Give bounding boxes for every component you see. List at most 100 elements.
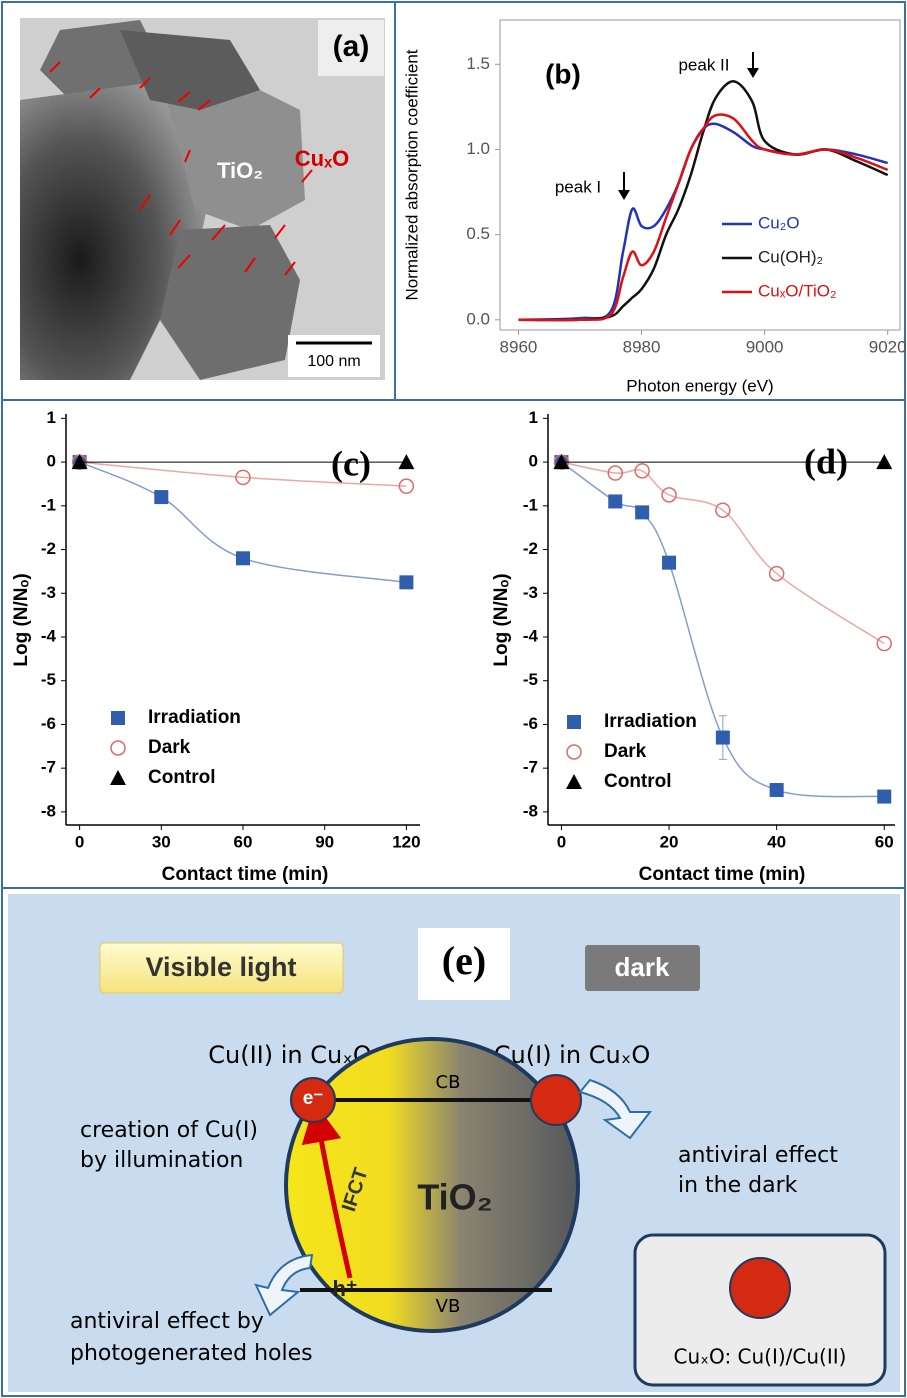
legend-label: CuₓO/TiO₂ bbox=[758, 281, 837, 300]
annotation: peak I bbox=[555, 177, 601, 196]
page: { "panel_a": {"label": "(a)", "particle_… bbox=[0, 0, 907, 1398]
antiviral-holes-line: photogenerated holes bbox=[70, 1341, 313, 1366]
x-tick-label: 60 bbox=[234, 832, 253, 851]
legend-marker bbox=[111, 741, 125, 755]
x-axis-label: Contact time (min) bbox=[162, 864, 329, 885]
y-axis-label: Normalized absorption coefficient bbox=[402, 49, 421, 300]
legend-label: Dark bbox=[604, 741, 647, 762]
marker bbox=[154, 490, 168, 504]
cb-label: CB bbox=[436, 1072, 461, 1093]
legend-marker bbox=[110, 770, 126, 785]
y-tick-label: -6 bbox=[523, 714, 538, 733]
y-tick-label: 1.0 bbox=[466, 139, 490, 158]
figure: (a) CuₓO TiO₂ 100 nm 0.0 0.5 1.0 1.5 8960 898… bbox=[0, 0, 907, 1398]
chart: 10-1-2-3-4-5-6-7-80204060Contact time (m… bbox=[491, 408, 895, 885]
peak-arrowhead bbox=[747, 68, 759, 78]
y-tick-label: 0 bbox=[529, 452, 538, 471]
legend-marker bbox=[567, 745, 581, 759]
legend-label: Control bbox=[148, 767, 216, 788]
y-tick-label: 0.0 bbox=[466, 309, 490, 328]
matrix-label: TiO₂ bbox=[217, 158, 263, 183]
legend-label: Dark bbox=[148, 737, 191, 758]
legend-label: CuₓO: Cu(I)/Cu(II) bbox=[674, 1345, 847, 1369]
y-tick-label: -2 bbox=[523, 539, 538, 558]
legend-label: Irradiation bbox=[604, 711, 697, 732]
y-tick-label: -1 bbox=[523, 495, 538, 514]
chart: 0.0 0.5 1.0 1.5 8960 8980 9000 9020 Photon energ… bbox=[402, 20, 906, 395]
x-tick-label: 20 bbox=[660, 832, 679, 851]
y-tick-label: 1 bbox=[529, 408, 538, 427]
legend-marker bbox=[111, 711, 125, 725]
y-tick-label: 0.5 bbox=[466, 224, 490, 243]
creation-line: creation of Cu(I) bbox=[80, 1118, 258, 1143]
legend-marker bbox=[566, 774, 582, 789]
marker bbox=[770, 783, 784, 797]
y-tick-label: -4 bbox=[523, 626, 539, 645]
x-axis-label: Contact time (min) bbox=[639, 864, 806, 885]
hole: h⁺ bbox=[332, 1276, 357, 1301]
y-tick-label: -4 bbox=[41, 626, 57, 645]
y-tick-label: 1 bbox=[47, 408, 56, 427]
fit-line bbox=[561, 462, 884, 643]
x-tick-label: 8980 bbox=[623, 337, 661, 356]
marker bbox=[635, 505, 649, 519]
scheme: Visible light (e) dark Cu(II) in CuₓO Cu… bbox=[8, 894, 900, 1392]
y-tick-label: -3 bbox=[41, 583, 56, 602]
marker bbox=[662, 556, 676, 570]
panel-label: (e) bbox=[442, 938, 486, 983]
visible-light: Visible light bbox=[145, 952, 296, 982]
y-tick-label: -7 bbox=[523, 758, 538, 777]
panel-label: (b) bbox=[545, 58, 581, 89]
y-tick-label: -8 bbox=[523, 801, 538, 820]
x-tick-label: 60 bbox=[875, 832, 894, 851]
legend-label: Cu(OH)₂ bbox=[758, 247, 823, 266]
panel-label: (c) bbox=[331, 443, 371, 483]
scale-label: 100 nm bbox=[307, 353, 360, 370]
y-tick-label: -3 bbox=[523, 583, 538, 602]
y-axis-label: Log (N/Nₒ) bbox=[491, 573, 512, 666]
legend-particle bbox=[730, 1258, 790, 1318]
marker bbox=[608, 494, 622, 508]
x-axis-label: Photon energy (eV) bbox=[626, 376, 773, 395]
y-tick-label: -1 bbox=[41, 495, 56, 514]
panel-label: (a) bbox=[333, 30, 370, 63]
legend-marker bbox=[567, 715, 581, 729]
x-tick-label: 0 bbox=[557, 832, 566, 851]
marker bbox=[877, 790, 891, 804]
creation-line: by illumination bbox=[80, 1148, 243, 1173]
x-tick-label: 0 bbox=[75, 832, 84, 851]
electron: e⁻ bbox=[303, 1088, 324, 1109]
x-tick-label: 90 bbox=[315, 832, 334, 851]
peak-arrowhead bbox=[618, 190, 630, 200]
y-axis-label: Log (N/Nₒ) bbox=[11, 573, 32, 666]
vb-label: VB bbox=[436, 1296, 461, 1317]
marker bbox=[399, 575, 413, 589]
y-tick-label: -5 bbox=[41, 670, 56, 689]
y-tick-label: -2 bbox=[41, 539, 56, 558]
x-tick-label: 40 bbox=[767, 832, 786, 851]
tem-image: (a) CuₓO TiO₂ 100 nm bbox=[20, 18, 385, 380]
y-tick-label: 0 bbox=[47, 452, 56, 471]
y-tick-label: -7 bbox=[41, 758, 56, 777]
y-tick-label: -8 bbox=[41, 801, 56, 820]
y-tick-label: -6 bbox=[41, 714, 56, 733]
legend-label: Cu₂O bbox=[758, 213, 800, 232]
panel-label: (d) bbox=[804, 441, 848, 481]
x-tick-label: 8960 bbox=[500, 337, 538, 356]
x-tick-label: 9020 bbox=[869, 337, 907, 356]
particle-label: CuₓO bbox=[295, 146, 350, 171]
chart: 1 0 -1 -2 -3 -4 -5 -6 -7 -8 0 30 60 90 120 Contact time… bbox=[11, 408, 421, 885]
x-tick-label: 9000 bbox=[746, 337, 784, 356]
antiviral-dark-line: antiviral effect bbox=[678, 1143, 838, 1168]
x-tick-label: 30 bbox=[152, 832, 171, 851]
legend-label: Irradiation bbox=[148, 707, 241, 728]
x-tick-label: 120 bbox=[392, 832, 420, 851]
dark: dark bbox=[615, 952, 670, 982]
cuxo-particle bbox=[531, 1075, 581, 1125]
y-tick-label: 1.5 bbox=[466, 54, 490, 73]
marker bbox=[716, 731, 730, 745]
antiviral-dark-line: in the dark bbox=[678, 1173, 798, 1198]
legend-label: Control bbox=[604, 771, 672, 792]
antiviral-holes-line: antiviral effect by bbox=[70, 1309, 264, 1334]
marker bbox=[236, 551, 250, 565]
